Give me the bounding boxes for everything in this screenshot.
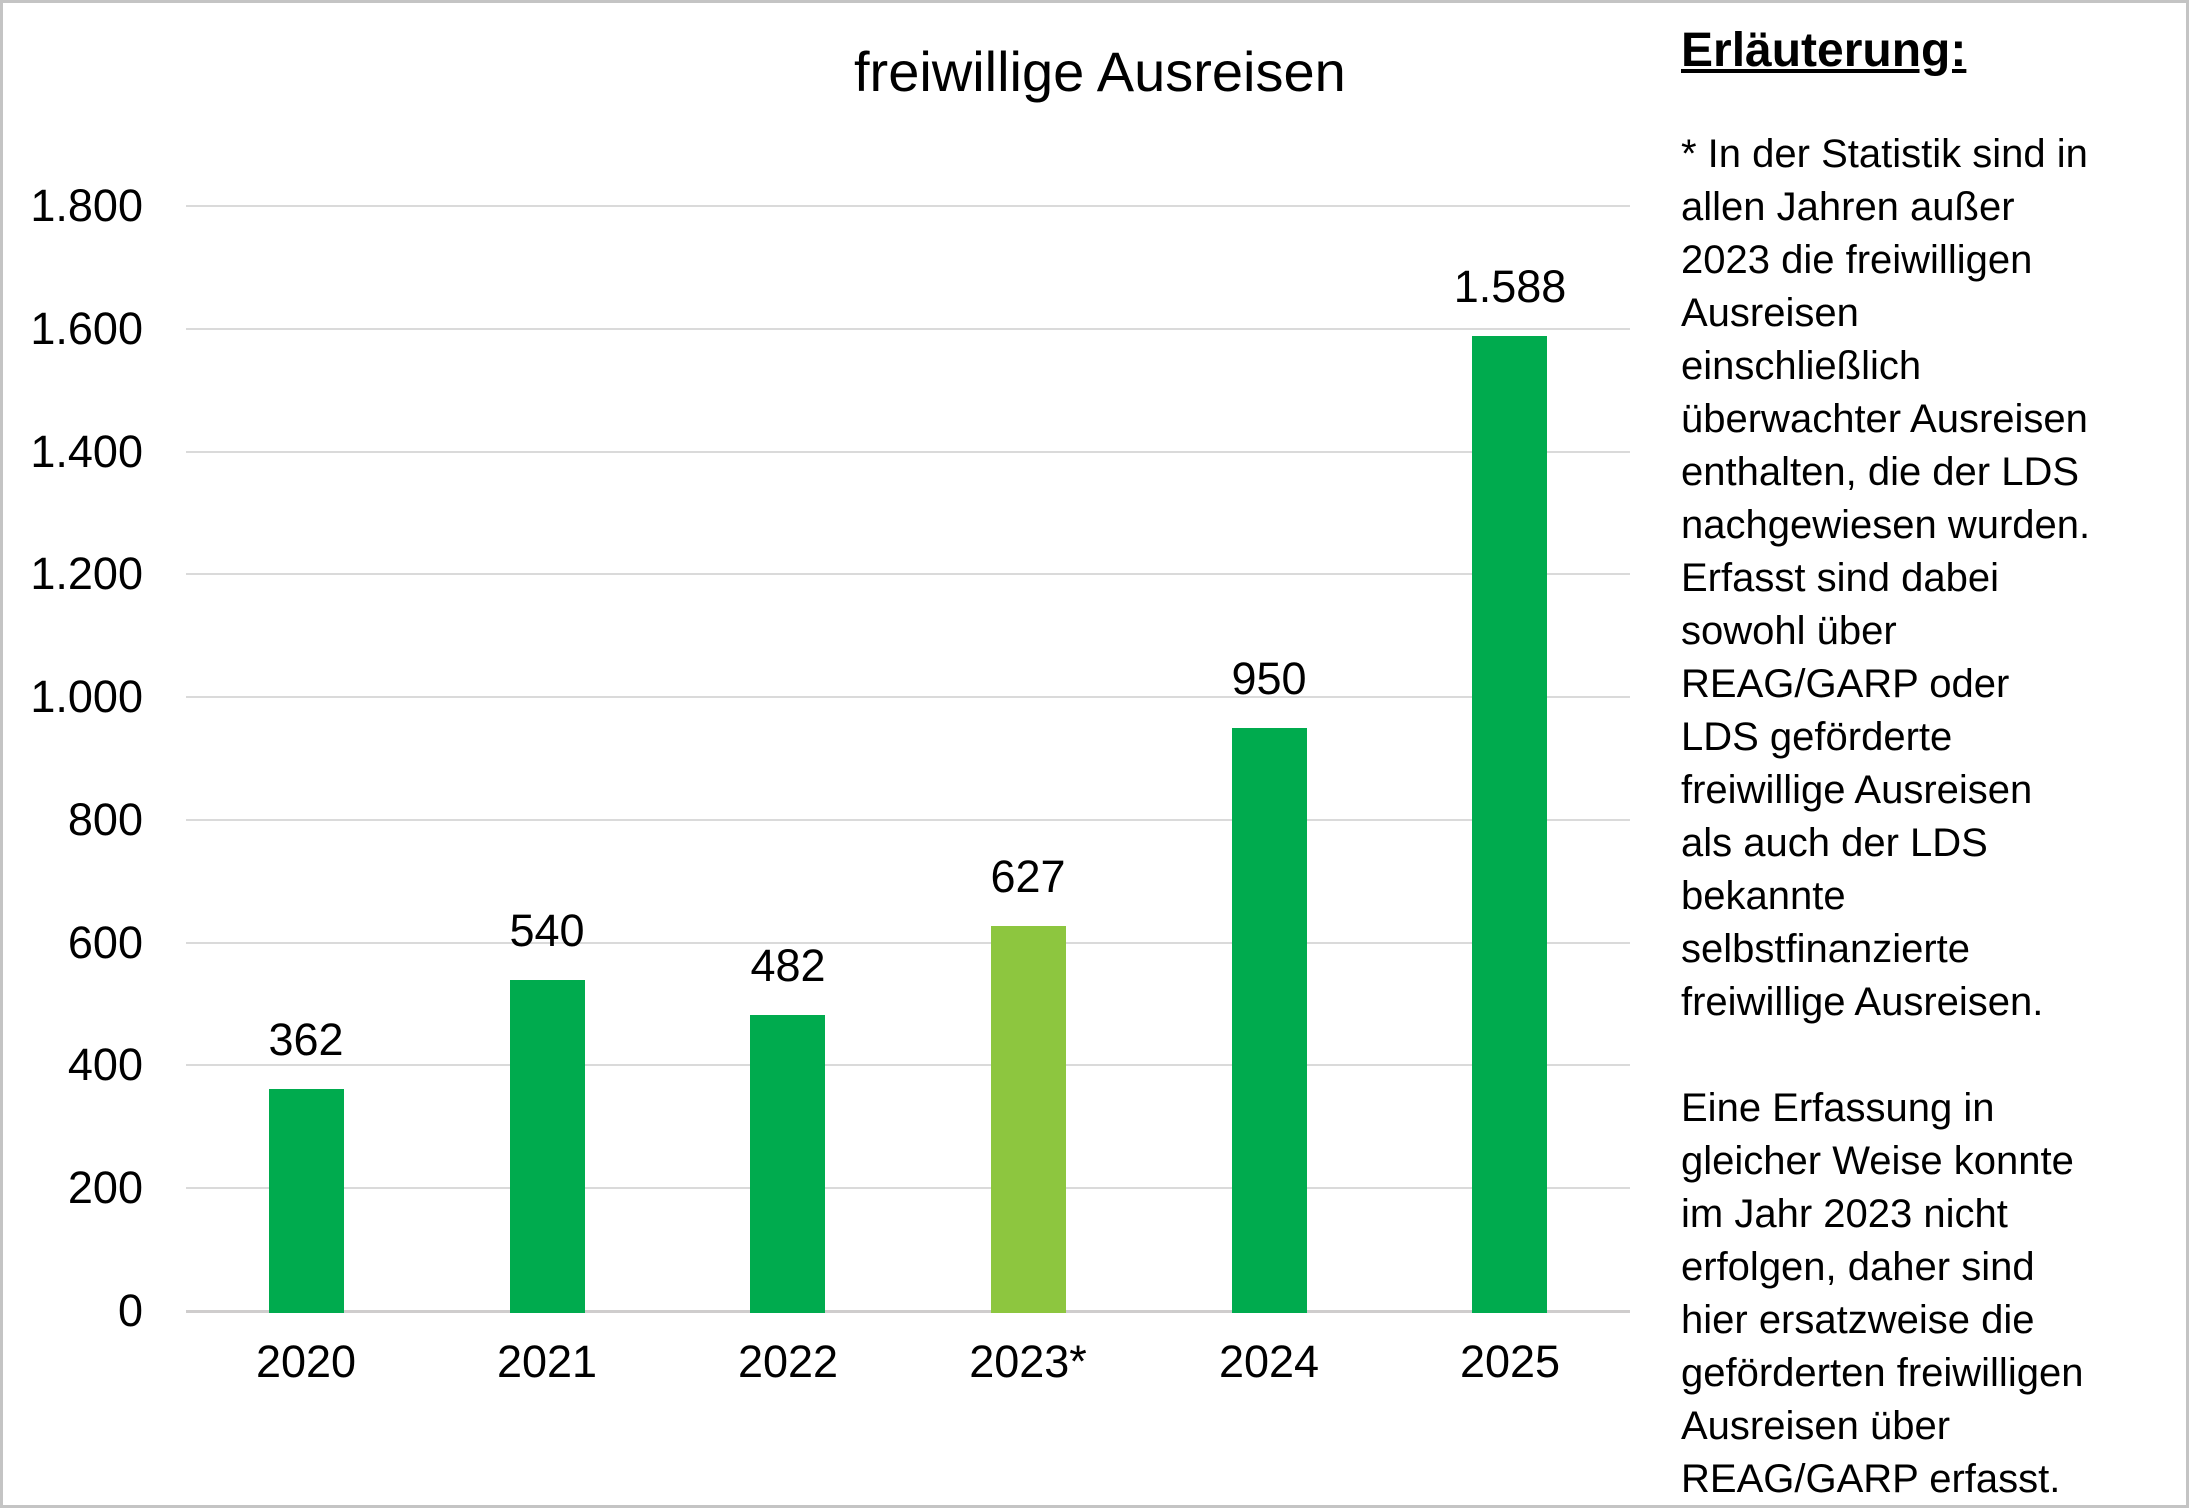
y-axis-tick-label: 1.800 (30, 180, 143, 231)
value-label-2023-star: 627 (990, 851, 1066, 902)
y-axis-tick-label: 1.000 (30, 671, 143, 722)
value-label-2025: 1.588 (1453, 261, 1567, 312)
y-axis-tick-label: 1.600 (30, 303, 143, 354)
bar-2020 (269, 1089, 344, 1313)
gridline (186, 573, 1630, 575)
gridline (186, 696, 1630, 698)
x-axis-label-2022: 2022 (737, 1336, 839, 1387)
gridline (186, 328, 1630, 330)
x-axis-label-2023-star: 2023* (969, 1336, 1087, 1387)
bar-2025 (1472, 336, 1547, 1313)
y-axis-tick-label: 400 (67, 1039, 143, 1090)
x-axis-label-2024: 2024 (1218, 1336, 1320, 1387)
gridline (186, 1064, 1630, 1066)
y-axis-tick-label: 1.400 (30, 426, 143, 477)
explanation-panel: Erläuterung: * In der Statistik sind in … (1681, 21, 2186, 1505)
explanation-heading: Erläuterung: (1681, 24, 1967, 77)
value-label-2022: 482 (750, 940, 826, 991)
bar-2022 (750, 1015, 825, 1313)
value-label-2021: 540 (509, 905, 585, 956)
y-axis-tick-label: 200 (67, 1162, 143, 1213)
x-axis-line (186, 1310, 1630, 1313)
y-axis-tick-label: 800 (67, 794, 143, 845)
gridline (186, 205, 1630, 207)
gridline (186, 451, 1630, 453)
y-axis-tick-label: 0 (117, 1285, 143, 1336)
y-axis-tick-label: 600 (67, 917, 143, 968)
gridline (186, 819, 1630, 821)
x-axis-label-2020: 2020 (255, 1336, 357, 1387)
explanation-paragraph-2: Eine Erfassung in gleicher Weise konnte … (1681, 1086, 2084, 1501)
y-axis-tick-label: 1.200 (30, 548, 143, 599)
gridline (186, 1187, 1630, 1189)
bar-2021 (510, 980, 585, 1313)
x-axis-label-2021: 2021 (496, 1336, 598, 1387)
gridline (186, 942, 1630, 944)
bar-2023-star (991, 926, 1066, 1313)
bar-2024 (1232, 728, 1307, 1313)
x-axis-label-2025: 2025 (1459, 1336, 1561, 1387)
value-label-2020: 362 (268, 1014, 344, 1065)
explanation-paragraph-1: * In der Statistik sind in allen Jahren … (1681, 132, 2091, 1024)
chart-title: freiwillige Ausreisen (854, 40, 1346, 103)
value-label-2024: 950 (1231, 653, 1307, 704)
